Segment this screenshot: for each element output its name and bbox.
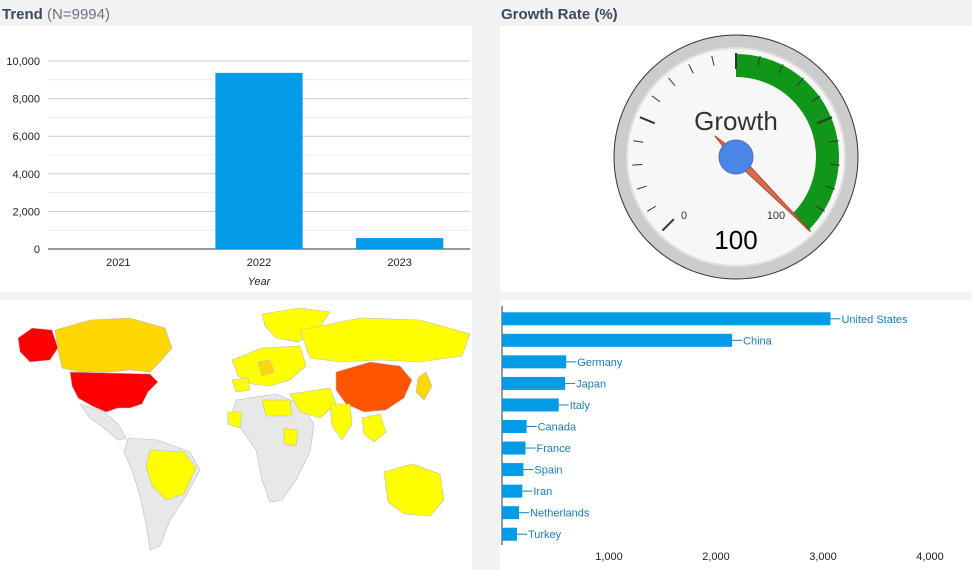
- map-region-germany[interactable]: [257, 359, 275, 377]
- growth-title-text: Growth Rate (%): [501, 6, 618, 23]
- map-region-spain[interactable]: [231, 377, 251, 393]
- country-bar[interactable]: [502, 463, 524, 477]
- country-xtick-label: 1,000: [595, 551, 623, 563]
- trend-count: (N=9994): [47, 6, 110, 23]
- gauge-tick: [651, 95, 661, 103]
- trend-x-axis-label: Year: [248, 276, 272, 288]
- gauge-value: 100: [714, 225, 757, 255]
- gauge-tick: [757, 55, 761, 66]
- trend-ytick-label: 8,000: [12, 94, 40, 106]
- gauge-tick: [668, 77, 676, 86]
- gauge-tick: [711, 55, 715, 66]
- trend-ytick-label: 0: [34, 244, 40, 256]
- gauge-tick: [811, 95, 821, 103]
- map-region-alaska[interactable]: [17, 327, 59, 363]
- country-label: Spain: [534, 465, 562, 477]
- gauge-tick: [647, 205, 657, 212]
- trend-chart-panel: 0 2,000 4,000 6,000 8,000 10,000 2021 2022 2023 Y…: [0, 26, 472, 292]
- map-region-africa-east[interactable]: [283, 427, 299, 447]
- country-label: Netherlands: [530, 508, 590, 520]
- growth-gauge: Growth 0 100 100: [613, 34, 859, 280]
- trend-xtick-label: 2021: [106, 257, 130, 269]
- trend-chart: 0 2,000 4,000 6,000 8,000 10,000 2021 2022 2023 Y…: [6, 56, 470, 288]
- country-bar[interactable]: [502, 376, 566, 390]
- gauge-tick: [816, 116, 833, 125]
- country-bar[interactable]: [502, 441, 526, 455]
- map-region-mexico[interactable]: [79, 403, 127, 441]
- trend-title: Trend (N=9994): [2, 6, 110, 23]
- world-map[interactable]: [0, 300, 472, 570]
- trend-ytick-label: 10,000: [6, 56, 40, 68]
- map-region-china[interactable]: [335, 361, 413, 413]
- gauge-tick: [778, 64, 784, 74]
- gauge-tick: [796, 77, 804, 86]
- gauge-tick: [828, 140, 839, 143]
- gauge-label: Growth: [694, 106, 778, 136]
- country-label: Italy: [570, 400, 591, 412]
- gauge-tick: [632, 163, 643, 166]
- trend-bar[interactable]: [356, 238, 444, 249]
- gauge-max-label: 100: [767, 210, 785, 222]
- gauge-green-band: [736, 54, 839, 230]
- country-xtick-label: 3,000: [809, 551, 837, 563]
- map-region-united-states[interactable]: [69, 371, 159, 413]
- map-region-canada[interactable]: [54, 317, 173, 373]
- gauge-min-label: 0: [681, 210, 687, 222]
- country-label: Iran: [533, 486, 552, 498]
- country-label: Turkey: [528, 529, 562, 541]
- gauge-tick: [633, 140, 644, 143]
- trend-ytick-label: 4,000: [12, 169, 40, 181]
- country-label: Canada: [538, 422, 577, 434]
- gauge-tick: [815, 205, 825, 212]
- trend-title-text: Trend: [2, 6, 43, 23]
- country-chart-panel: United States China Germany Japan Italy Canad…: [500, 300, 972, 570]
- trend-bar[interactable]: [215, 72, 303, 250]
- map-region-japan[interactable]: [415, 371, 433, 401]
- map-region-middle-east[interactable]: [289, 387, 337, 419]
- trend-xtick-label: 2022: [247, 257, 271, 269]
- country-bar[interactable]: [502, 355, 567, 369]
- gauge-tick: [688, 64, 694, 74]
- map-region-brazil[interactable]: [145, 449, 197, 501]
- country-bar[interactable]: [502, 398, 559, 412]
- gauge-tick: [661, 218, 675, 232]
- map-region-australia[interactable]: [383, 463, 445, 517]
- map-panel: [0, 300, 472, 570]
- gauge-panel: Growth 0 100 100: [500, 26, 972, 292]
- gauge-tick: [829, 163, 840, 166]
- trend-xtick-label: 2023: [387, 257, 411, 269]
- country-label: Germany: [577, 357, 623, 369]
- country-bar[interactable]: [502, 484, 523, 498]
- country-bar[interactable]: [502, 527, 517, 541]
- country-bar[interactable]: [502, 420, 527, 433]
- map-region-southeast-asia[interactable]: [361, 413, 387, 443]
- gauge-tick: [639, 116, 656, 125]
- country-xtick-label: 4,000: [916, 551, 944, 563]
- gauge-tick: [636, 185, 647, 190]
- trend-ytick-label: 6,000: [12, 131, 40, 143]
- country-bar[interactable]: [502, 333, 733, 347]
- map-region-africa-west[interactable]: [227, 411, 243, 429]
- country-bar-chart: United States China Germany Japan Italy Canad…: [501, 306, 944, 563]
- country-bar[interactable]: [502, 312, 831, 326]
- country-label: United States: [841, 314, 908, 326]
- gauge-needle-hub: [718, 139, 754, 175]
- trend-ytick-label: 2,000: [12, 206, 40, 218]
- country-label: France: [537, 443, 571, 455]
- country-label: Japan: [576, 378, 606, 390]
- country-xtick-label: 2,000: [702, 551, 730, 563]
- country-label: China: [743, 335, 773, 347]
- growth-title: Growth Rate (%): [501, 6, 618, 23]
- gauge-tick: [825, 185, 836, 190]
- country-bar[interactable]: [502, 506, 520, 520]
- map-region-russia[interactable]: [299, 317, 471, 363]
- map-region-india[interactable]: [329, 403, 353, 441]
- map-region-africa-north[interactable]: [261, 399, 293, 417]
